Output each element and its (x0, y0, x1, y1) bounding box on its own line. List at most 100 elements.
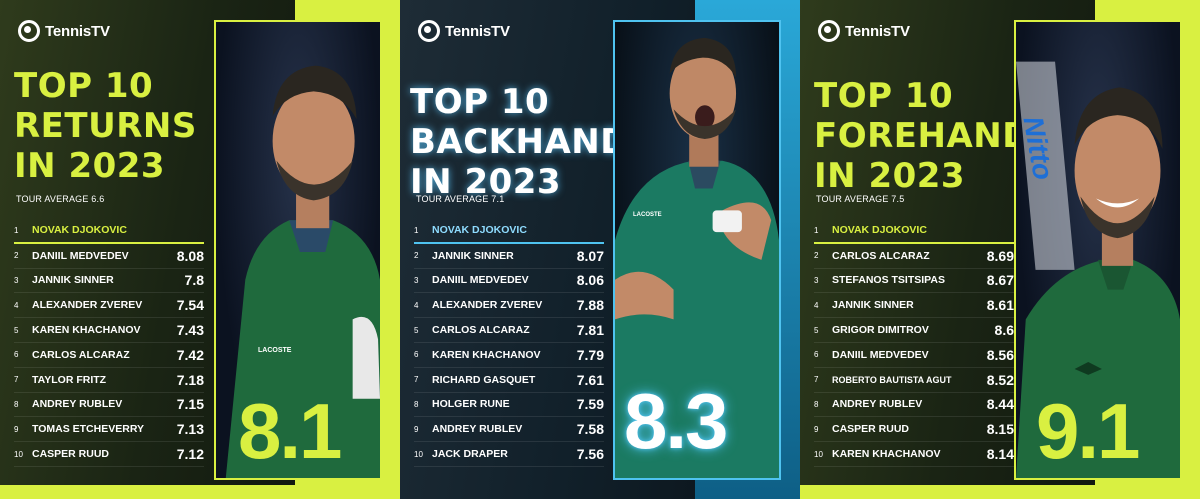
player-score: 8.69 (986, 247, 1014, 264)
rank-number: 2 (414, 251, 419, 261)
player-score: 8.44 (986, 396, 1014, 413)
ranking-row: 7 TAYLOR FRITZ 7.18 (14, 368, 204, 393)
ranking-list: 1 NOVAK DJOKOVIC 2 DANIIL MEDVEDEV 8.08 3 JA… (14, 219, 204, 467)
player-figure (1016, 22, 1180, 478)
ranking-row: 1 NOVAK DJOKOVIC (14, 219, 204, 244)
shirt-logo: LACOSTE (258, 347, 292, 354)
brand: TennisTV (18, 20, 110, 42)
title-line: IN 2023 (14, 146, 166, 186)
player-name: HOLGER RUNE (432, 398, 510, 411)
player-name: CARLOS ALCARAZ (832, 249, 930, 262)
rank-number: 10 (814, 449, 823, 459)
player-name: ROBERTO BAUTISTA AGUT (832, 374, 952, 385)
rank-number: 1 (414, 225, 419, 235)
ranking-row: 2 DANIIL MEDVEDEV 8.08 (14, 244, 204, 269)
tour-average: TOUR AVERAGE 7.1 (416, 194, 505, 204)
ranking-row: 3 DANIIL MEDVEDEV 8.06 (414, 269, 604, 294)
rank-number: 6 (14, 350, 19, 360)
brand-name: TennisTV (845, 22, 910, 40)
player-name: CARLOS ALCARAZ (32, 348, 130, 361)
player-name: CARLOS ALCARAZ (432, 324, 530, 337)
player-name: GRIGOR DIMITROV (832, 324, 929, 337)
tennis-tv-logo-icon (418, 20, 440, 42)
player-name: KAREN KHACHANOV (32, 324, 141, 337)
ranking-row: 5 CARLOS ALCARAZ 7.81 (414, 318, 604, 343)
tennis-tv-logo-icon (818, 20, 840, 42)
player-score: 8.67 (986, 272, 1014, 289)
big-score: 8.1 (238, 387, 342, 475)
rank-number: 1 (14, 225, 19, 235)
ranking-row: 4 JANNIK SINNER 8.61 (814, 293, 1014, 319)
player-score: 8.56 (986, 346, 1014, 363)
player-score: 8.14 (986, 446, 1014, 463)
ranking-row: 5 KAREN KHACHANOV 7.43 (14, 318, 204, 343)
title-line: IN 2023 (814, 156, 966, 196)
player-name: DANIIL MEDVEDEV (32, 249, 129, 262)
player-score: 7.61 (576, 371, 604, 388)
rank-number: 8 (14, 399, 19, 409)
big-score: 8.3 (624, 377, 728, 465)
player-score: 7.43 (176, 322, 204, 339)
backhands-panel: TennisTV TOP 10 BACKHANDS IN 2023 TOUR A… (400, 0, 800, 499)
ranking-row: 1 NOVAK DJOKOVIC (814, 219, 1014, 244)
ranking-row: 8 ANDREY RUBLEV 7.15 (14, 393, 204, 418)
player-name: JANNIK SINNER (832, 299, 914, 312)
player-score: 7.54 (176, 297, 204, 314)
tour-average: TOUR AVERAGE 6.6 (16, 194, 105, 204)
player-name: NOVAK DJOKOVIC (832, 224, 927, 237)
ranking-row: 8 HOLGER RUNE 7.59 (414, 393, 604, 418)
brand-name: TennisTV (45, 22, 110, 40)
rank-number: 3 (14, 275, 19, 285)
ranking-row: 3 STEFANOS TSITSIPAS 8.67 (814, 269, 1014, 294)
player-score: 7.18 (176, 371, 204, 388)
ranking-row: 6 KAREN KHACHANOV 7.79 (414, 343, 604, 368)
player-name: CASPER RUUD (832, 423, 910, 436)
rank-number: 5 (14, 325, 19, 335)
ranking-row: 6 DANIIL MEDVEDEV 8.56 (814, 343, 1014, 368)
rank-number: 3 (414, 275, 419, 285)
player-score: 8.07 (576, 247, 604, 264)
rank-number: 6 (814, 350, 819, 360)
player-score: 8.08 (176, 247, 204, 264)
player-photo: LACOSTE (214, 20, 382, 480)
player-score: 7.59 (576, 396, 604, 413)
ranking-row: 10 JACK DRAPER 7.56 (414, 442, 604, 467)
rank-number: 6 (414, 350, 419, 360)
rank-number: 9 (414, 424, 419, 434)
rank-number: 9 (814, 424, 819, 434)
rank-number: 10 (14, 449, 23, 459)
player-score: 7.58 (576, 421, 604, 438)
player-name: ANDREY RUBLEV (32, 398, 123, 411)
rank-number: 10 (414, 449, 423, 459)
accent-base (800, 485, 1200, 499)
rank-number: 8 (414, 399, 419, 409)
rank-number: 4 (14, 300, 19, 310)
ranking-row: 10 KAREN KHACHANOV 8.14 (814, 442, 1014, 467)
rank-number: 4 (814, 300, 819, 310)
player-name: JANNIK SINNER (432, 249, 514, 262)
player-name: KAREN KHACHANOV (432, 348, 541, 361)
player-score: 8.15 (986, 421, 1014, 438)
ranking-list: 1 NOVAK DJOKOVIC 2 JANNIK SINNER 8.07 3 DANI… (414, 219, 604, 467)
panel-title: TOP 10 RETURNS IN 2023 (14, 66, 197, 186)
player-score: 8.06 (576, 272, 604, 289)
ranking-list: 1 NOVAK DJOKOVIC 2 CARLOS ALCARAZ 8.69 3 STE… (814, 219, 1014, 467)
player-score: 7.88 (576, 297, 604, 314)
player-name: CASPER RUUD (32, 448, 110, 461)
rank-number: 2 (14, 251, 19, 261)
ranking-row: 3 JANNIK SINNER 7.8 (14, 269, 204, 294)
player-score: 7.15 (176, 396, 204, 413)
rank-number: 4 (414, 300, 419, 310)
player-name: RICHARD GASQUET (432, 373, 536, 386)
player-score: 7.12 (176, 446, 204, 463)
player-score: 7.79 (576, 346, 604, 363)
player-score: 7.8 (184, 272, 204, 289)
player-figure (615, 22, 779, 478)
title-line: IN 2023 (410, 162, 562, 202)
brand: TennisTV (418, 20, 510, 42)
player-name: JANNIK SINNER (32, 274, 114, 287)
player-name: NOVAK DJOKOVIC (432, 224, 527, 237)
ranking-row: 9 TOMAS ETCHEVERRY 7.13 (14, 417, 204, 443)
rank-number: 7 (814, 375, 819, 385)
returns-panel: TennisTV TOP 10 RETURNS IN 2023 TOUR AVE… (0, 0, 400, 499)
